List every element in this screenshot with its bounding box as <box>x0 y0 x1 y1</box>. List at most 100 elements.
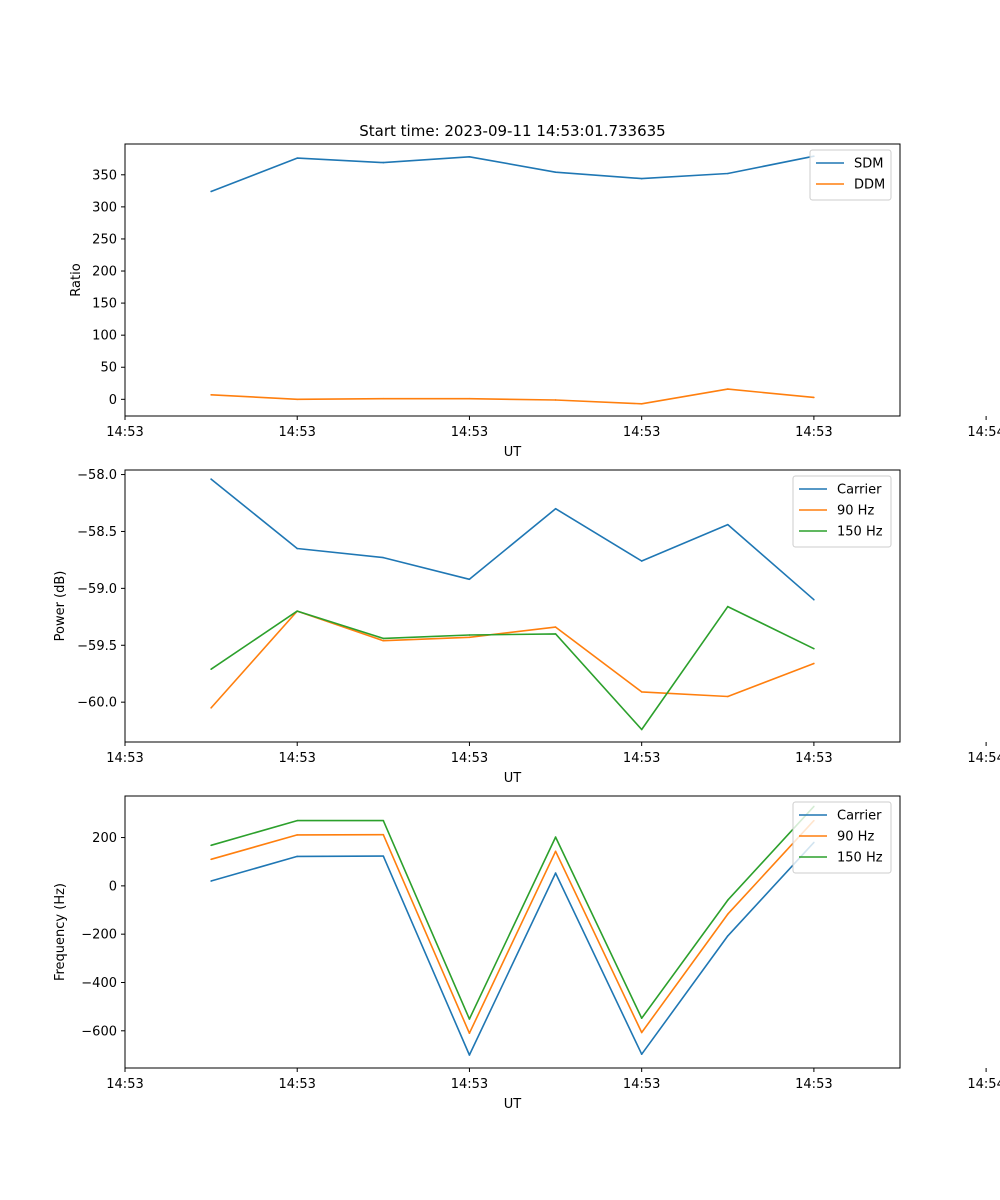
chart-panel-2: 14:53 14:53 14:53 14:53 14:53 14:54 −60.0 −59.5… <box>53 468 1000 786</box>
data-point-90-hz <box>382 833 385 836</box>
data-point-ddm <box>726 388 729 390</box>
data-point-150-hz <box>468 634 471 636</box>
data-point-ddm <box>296 398 299 401</box>
legend-label-90-hz: 90 Hz <box>837 830 874 845</box>
data-point-150-hz <box>640 728 643 731</box>
legend-box <box>792 475 892 548</box>
data-point-90-hz <box>210 858 212 861</box>
x-tick-label: 14:53 <box>106 425 143 440</box>
data-point-ddm <box>554 399 557 401</box>
x-tick-label: 14:54 <box>967 751 1000 766</box>
data-point-carrier <box>640 1053 643 1056</box>
x-tick-label: 14:53 <box>278 1077 315 1092</box>
x-tick-label: 14:54 <box>967 1077 1000 1092</box>
data-point-sdm <box>382 161 385 164</box>
x-tick-label: 14:53 <box>795 751 832 766</box>
x-tick-label: 14:53 <box>278 751 315 766</box>
data-point-carrier <box>468 1054 471 1056</box>
legend-box <box>792 801 892 874</box>
data-point-150-hz <box>210 844 212 847</box>
y-tick-label: −600 <box>81 1024 117 1039</box>
data-point-ddm <box>813 396 815 399</box>
data-point-sdm <box>468 156 471 158</box>
y-tick-label: −58.0 <box>77 468 117 483</box>
x-tick-label: 14:53 <box>623 1077 660 1092</box>
data-point-carrier <box>296 547 299 550</box>
x-tick-label: 14:53 <box>451 1077 488 1092</box>
legend: Carrier 90 Hz 150 Hz <box>792 475 892 548</box>
y-tick-label: −59.0 <box>77 582 117 597</box>
axes-frame <box>124 469 901 743</box>
x-tick-label: 14:53 <box>623 751 660 766</box>
data-point-90-hz <box>554 626 557 628</box>
series-line-carrier <box>210 841 815 1056</box>
y-tick-label: 50 <box>100 361 117 376</box>
data-point-150-hz <box>640 1017 643 1020</box>
legend: Carrier 90 Hz 150 Hz <box>792 801 892 874</box>
data-point-carrier <box>382 556 385 559</box>
y-tick-label: −58.5 <box>77 525 117 540</box>
data-point-carrier <box>726 523 729 526</box>
series-line-sdm <box>210 155 815 193</box>
x-tick-label: 14:53 <box>623 425 660 440</box>
data-point-carrier <box>210 880 212 882</box>
data-point-carrier <box>813 598 815 601</box>
x-axis-label: UT <box>504 1097 522 1112</box>
legend-label-150-hz: 150 Hz <box>837 851 883 866</box>
series-line-carrier <box>210 478 815 601</box>
series-line-90-hz <box>210 820 815 1034</box>
x-tick-label: 14:53 <box>451 425 488 440</box>
y-axis-label: Power (dB) <box>53 571 68 642</box>
data-point-90-hz <box>726 913 729 915</box>
legend-label-carrier: Carrier <box>837 809 882 824</box>
data-point-90-hz <box>640 691 643 693</box>
data-point-sdm <box>554 171 557 174</box>
data-point-sdm <box>296 157 299 159</box>
y-tick-label: 0 <box>109 393 117 408</box>
series-line-150-hz <box>210 805 815 1020</box>
figure-title: Start time: 2023-09-11 14:53:01.733635 <box>359 122 665 140</box>
legend: SDM DDM <box>809 149 892 201</box>
data-point-150-hz <box>296 819 299 822</box>
x-tick-label: 14:53 <box>795 425 832 440</box>
data-point-carrier <box>640 560 643 562</box>
y-tick-label: −59.5 <box>77 639 117 654</box>
data-point-carrier <box>554 507 557 510</box>
x-tick-label: 14:53 <box>278 425 315 440</box>
data-point-150-hz <box>468 1018 471 1020</box>
data-point-90-hz <box>468 636 471 639</box>
y-tick-label: 250 <box>92 232 117 247</box>
legend-label-90-hz: 90 Hz <box>837 504 874 519</box>
data-point-150-hz <box>296 610 299 612</box>
y-tick-label: −60.0 <box>77 696 117 711</box>
data-point-150-hz <box>382 637 385 640</box>
data-point-150-hz <box>210 668 212 670</box>
data-point-sdm <box>726 172 729 175</box>
data-point-150-hz <box>813 647 815 650</box>
y-tick-label: 200 <box>92 831 117 846</box>
data-point-150-hz <box>726 899 729 901</box>
y-tick-label: 150 <box>92 297 117 312</box>
x-axis-label: UT <box>504 445 522 460</box>
y-axis-label: Ratio <box>69 263 84 296</box>
series-line-150-hz <box>210 605 815 731</box>
legend-label-ddm: DDM <box>854 178 885 193</box>
axes-frame <box>124 143 901 417</box>
x-tick-label: 14:54 <box>967 425 1000 440</box>
y-tick-label: 200 <box>92 265 117 280</box>
data-point-carrier <box>726 935 729 937</box>
x-tick-label: 14:53 <box>106 1077 143 1092</box>
data-point-carrier <box>296 855 299 858</box>
data-point-90-hz <box>468 1032 471 1035</box>
data-point-carrier <box>210 478 212 480</box>
x-tick-label: 14:53 <box>451 751 488 766</box>
data-point-90-hz <box>554 850 557 853</box>
legend-label-carrier: Carrier <box>837 483 882 498</box>
data-point-150-hz <box>726 605 729 608</box>
data-point-90-hz <box>640 1031 643 1034</box>
y-tick-label: 0 <box>109 879 117 894</box>
data-point-ddm <box>640 403 643 405</box>
data-point-ddm <box>382 397 385 400</box>
data-point-carrier <box>382 855 385 857</box>
